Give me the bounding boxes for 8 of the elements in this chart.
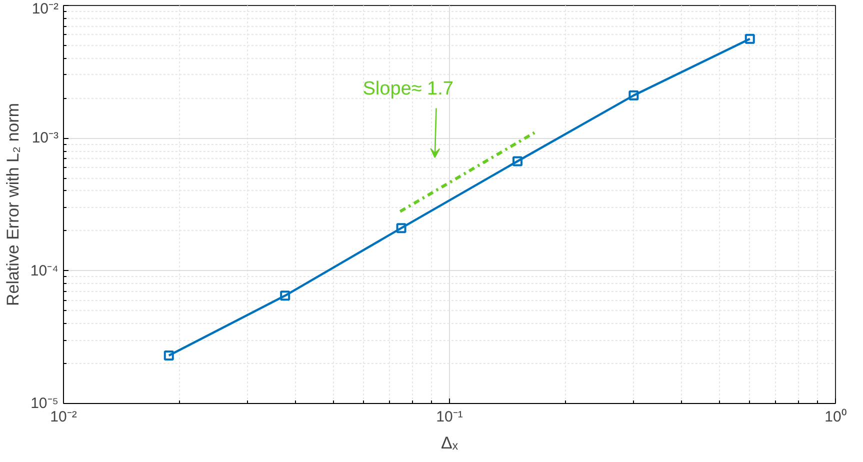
y-tick-label: 10⁻³ [32,130,59,147]
y-axis-title: Relative Error with L₂ norm [3,102,22,306]
annotation: Slope≈ 1.7 [362,78,454,100]
x-tick-label: 10⁻¹ [436,408,463,426]
x-axis-title: Δₓ [441,434,458,452]
y-tick-label: 10⁻⁴ [30,262,59,280]
x-tick-label: 10⁰ [824,408,846,426]
y-tick-label: 10⁻² [32,0,59,18]
